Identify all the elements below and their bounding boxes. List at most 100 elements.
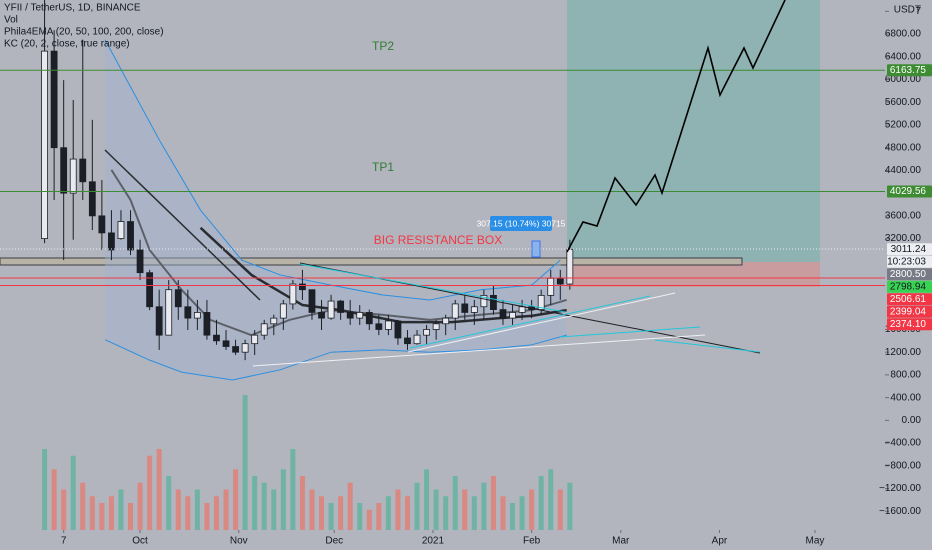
candle-body: [98, 215, 106, 234]
volume-bar: [118, 489, 124, 530]
y-tick-label: 1200.00: [885, 347, 922, 358]
x-tick-label: Dec: [325, 536, 343, 547]
volume-bar: [70, 455, 76, 530]
x-tick-label: Mar: [612, 536, 630, 547]
candle-body: [365, 312, 373, 325]
candle-body: [108, 232, 115, 251]
candle-body: [60, 147, 68, 194]
volume-bar: [481, 482, 487, 530]
candle-body: [136, 249, 144, 274]
trend-line: [654, 339, 761, 353]
candle-body: [279, 303, 287, 319]
price-label: 2506.61: [890, 294, 927, 305]
candle-body: [394, 320, 402, 339]
volume-bar: [99, 503, 105, 530]
volume-bar: [185, 496, 191, 530]
candle-body: [222, 340, 230, 347]
y-tick-label: 5600.00: [885, 97, 922, 108]
y-tick-label: −1600.00: [879, 506, 921, 517]
y-tick-label: −1200.00: [879, 483, 921, 494]
y-tick-label: 800.00: [890, 370, 921, 381]
price-label: 2399.04: [890, 306, 927, 317]
candle-body: [41, 50, 48, 239]
marks: [0, 0, 885, 530]
texts: YFII / TetherUS, 1D, BINANCE Vol Phila4E…: [4, 3, 921, 248]
candle-body: [490, 294, 497, 310]
volume-bar: [519, 496, 525, 530]
price-label: 3011.24: [891, 244, 927, 255]
volume-bar: [424, 469, 430, 530]
y-tick-label: 5200.00: [885, 120, 922, 131]
volume-bar: [319, 496, 325, 530]
candle-body: [404, 337, 411, 345]
candle-body: [146, 272, 154, 308]
volume-bar: [347, 482, 353, 530]
volume-bar: [510, 503, 516, 530]
volume-bar: [61, 489, 67, 530]
volume-bar: [242, 395, 248, 530]
y-tick-label: 4800.00: [885, 142, 922, 153]
volume-bar: [500, 496, 506, 530]
price-label: 6163.75: [890, 65, 927, 76]
candle-body: [88, 181, 96, 217]
candle-body: [413, 334, 421, 345]
volume-bar: [462, 489, 468, 530]
candle-body: [69, 158, 77, 194]
x-tick-label: 7: [61, 536, 67, 547]
volume-bar: [42, 449, 48, 530]
candle-body: [165, 289, 173, 336]
candle-body: [556, 277, 564, 285]
candle-body: [337, 300, 345, 313]
candle-body: [251, 334, 259, 345]
volume-bar: [548, 469, 554, 530]
candle-body: [518, 306, 526, 313]
price-axis: 7 6800.00 6400.00 6000.00 5600.00 5200.00 4800…: [61, 6, 932, 547]
candle-body: [499, 309, 507, 319]
zones: [0, 0, 820, 287]
trend-line: [409, 295, 651, 349]
volume-bar: [280, 469, 286, 530]
annotation: TP1: [372, 160, 394, 174]
countdown-box: [887, 255, 932, 268]
candle-body: [509, 312, 516, 319]
candle-body: [193, 312, 201, 319]
indicator-line: [104, 334, 567, 381]
kc-band: [105, 39, 567, 381]
trend-line: [299, 263, 566, 313]
y-tick-label: 3600.00: [885, 211, 922, 222]
price-label-box: [887, 243, 932, 256]
volume-bar: [567, 482, 573, 530]
loss-zone: [567, 262, 820, 287]
volume-bar: [443, 496, 449, 530]
volume-bar: [80, 482, 86, 530]
resistance-box: [0, 257, 743, 266]
volume-bar: [404, 496, 410, 530]
candle-body: [127, 221, 134, 251]
price-label-box: [887, 280, 932, 293]
volume-bar: [471, 496, 477, 530]
measure-box: [490, 216, 552, 231]
candle-body: [203, 312, 211, 336]
candle-body: [299, 283, 306, 291]
price-label: 2374.10: [890, 319, 927, 330]
volume-bar: [385, 496, 391, 530]
candle-body: [547, 277, 555, 296]
y-tick-label: 3200.00: [885, 233, 922, 244]
volume-bar: [452, 476, 458, 530]
candle-body: [423, 329, 430, 336]
candle-body: [566, 248, 574, 285]
candle-body: [480, 294, 488, 308]
measure-arrow: [531, 240, 541, 258]
x-tick-label: Nov: [230, 536, 248, 547]
volume-bar: [414, 482, 420, 530]
price-label-box: [887, 293, 932, 306]
price-label: 2798.94: [890, 281, 927, 292]
x-tick-label: Apr: [712, 536, 728, 547]
volume-bar: [156, 449, 162, 530]
candle-body: [213, 334, 220, 342]
candle-body: [318, 312, 325, 319]
volume-bar: [166, 476, 172, 530]
chart-title: YFII / TetherUS, 1D, BINANCE: [4, 3, 141, 14]
x-tick-label: May: [806, 536, 825, 547]
